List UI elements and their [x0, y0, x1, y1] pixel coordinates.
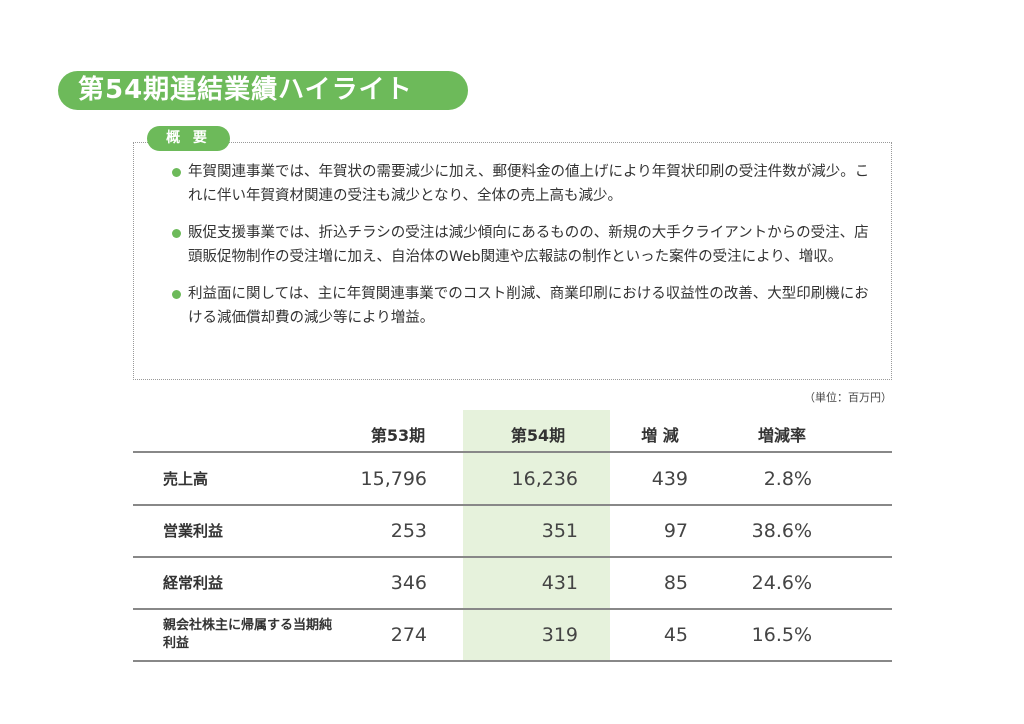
- summary-item: 販促支援事業では、折込チラシの受注は減少傾向にあるものの、新規の大手クライアント…: [172, 221, 872, 269]
- page-title: 第54期連結業績ハイライト: [58, 71, 468, 110]
- divider: [133, 451, 892, 453]
- summary-list: 年賀関連事業では、年賀状の需要減少に加え、郵便料金の値上げにより年賀状印刷の受注…: [172, 160, 872, 343]
- value-rate: 2.8%: [763, 468, 812, 490]
- divider: [133, 556, 892, 558]
- table-header: 第53期 第54期 増 減 増減率: [133, 408, 892, 460]
- value-p54: 351: [541, 520, 578, 542]
- unit-label: （単位：百万円）: [804, 391, 892, 404]
- value-p53: 274: [390, 624, 427, 646]
- value-p54: 319: [541, 624, 578, 646]
- header-p53: 第53期: [370, 426, 426, 445]
- value-rate: 16.5%: [751, 624, 812, 646]
- table-row: 営業利益 253 351 97 38.6%: [133, 505, 892, 557]
- summary-tag: 概 要: [147, 126, 230, 151]
- table-row: 親会社株主に帰属する当期純利益 274 319 45 16.5%: [133, 609, 892, 661]
- value-diff: 85: [663, 572, 688, 594]
- value-diff: 439: [651, 468, 688, 490]
- row-label: 経常利益: [163, 574, 224, 592]
- table-row: 売上高 15,796 16,236 439 2.8%: [133, 453, 892, 505]
- row-label: 親会社株主に帰属する当期純利益: [163, 618, 333, 651]
- divider: [133, 504, 892, 506]
- table-row: 経常利益 346 431 85 24.6%: [133, 557, 892, 609]
- divider: [133, 608, 892, 610]
- bullet-icon: [172, 290, 181, 299]
- bullet-icon: [172, 168, 181, 177]
- value-rate: 24.6%: [751, 572, 812, 594]
- summary-box: [133, 142, 892, 380]
- header-p54: 第54期: [510, 426, 566, 445]
- row-label: 営業利益: [163, 522, 224, 540]
- summary-item: 利益面に関しては、主に年賀関連事業でのコスト削減、商業印刷における収益性の改善、…: [172, 282, 872, 330]
- row-label: 売上高: [163, 470, 209, 488]
- value-diff: 97: [663, 520, 688, 542]
- divider: [133, 660, 892, 662]
- summary-item: 年賀関連事業では、年賀状の需要減少に加え、郵便料金の値上げにより年賀状印刷の受注…: [172, 160, 872, 208]
- value-p53: 15,796: [360, 468, 427, 490]
- value-rate: 38.6%: [751, 520, 812, 542]
- value-p54: 16,236: [511, 468, 578, 490]
- value-p54: 431: [541, 572, 578, 594]
- bullet-icon: [172, 229, 181, 238]
- header-rate: 増減率: [757, 426, 806, 445]
- value-p53: 253: [390, 520, 427, 542]
- header-diff: 増 減: [641, 426, 679, 445]
- value-diff: 45: [663, 624, 688, 646]
- value-p53: 346: [390, 572, 427, 594]
